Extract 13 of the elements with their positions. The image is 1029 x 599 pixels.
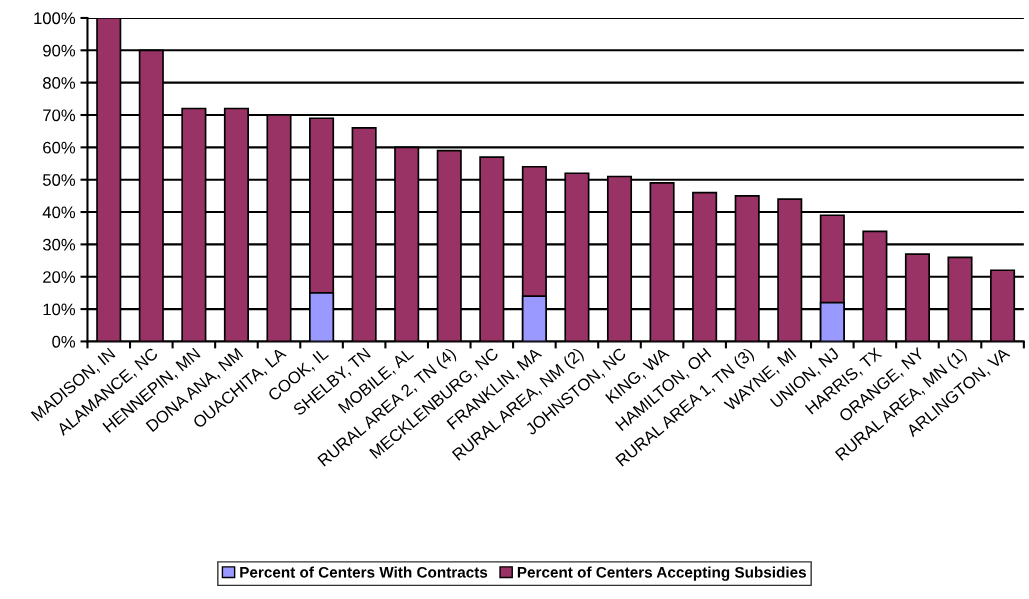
y-tick-label: 0% [52,335,76,348]
y-tick-label: 60% [43,141,76,154]
y-tick-label: 80% [43,77,76,89]
y-tick-label: 50% [42,174,76,186]
y-tick-label: 90% [43,44,76,57]
y-tick-label: 10% [43,303,76,316]
legend-label: Percent of Centers Accepting Subsidies [517,566,806,581]
y-tick-label: 40% [42,206,76,219]
y-tick-label: 30% [42,238,76,251]
y-tick-label: 100% [34,12,76,25]
legend-label: Percent of Centers With Contracts [240,566,488,578]
y-tick-label: 20% [43,271,76,283]
y-tick-label: 70% [43,109,76,122]
